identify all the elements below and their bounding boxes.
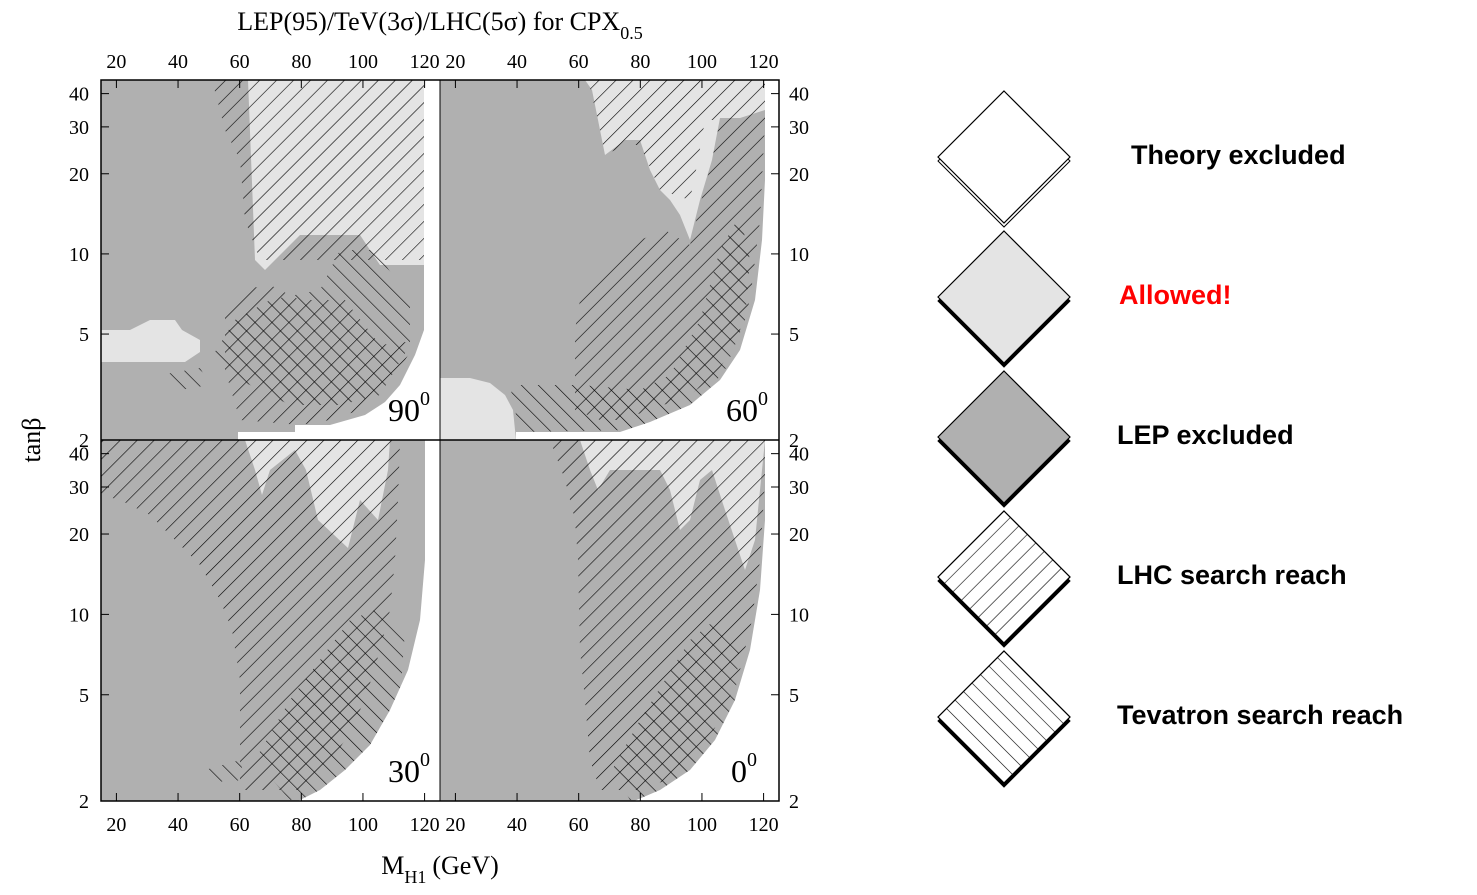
y-tick-label-left: 30 xyxy=(69,477,89,499)
panel-top-left xyxy=(101,80,440,440)
tevatron-reach-region xyxy=(210,250,410,405)
legend-swatch-fill xyxy=(937,230,1071,364)
y-tick-label-right: 40 xyxy=(789,444,809,466)
legend-label: Allowed! xyxy=(1119,280,1232,310)
x-tick-label-top: 40 xyxy=(507,51,527,73)
x-tick-label-bottom: 60 xyxy=(230,814,250,836)
y-tick-label-right: 5 xyxy=(789,324,799,346)
y-tick-label-left: 10 xyxy=(69,604,89,626)
y-tick-label-right: 2 xyxy=(789,791,799,813)
y-tick-label-right: 10 xyxy=(789,604,809,626)
axes: 2020404060608080100100120120202040406060… xyxy=(69,51,809,836)
x-tick-label-top: 100 xyxy=(348,51,378,73)
x-tick-label-top: 120 xyxy=(749,51,779,73)
legend-swatch xyxy=(937,90,1071,228)
legend-swatch xyxy=(937,230,1071,368)
theory-excluded-region xyxy=(298,440,440,801)
y-tick-label-right: 30 xyxy=(789,477,809,499)
legend-swatch-hatch xyxy=(937,650,1071,784)
legend-swatch-fill xyxy=(937,370,1071,504)
x-tick-label-bottom: 100 xyxy=(687,814,717,836)
y-tick-label-right: 30 xyxy=(789,117,809,139)
y-tick-label-left: 40 xyxy=(69,84,89,106)
y-axis-label: tanβ xyxy=(17,418,46,463)
y-tick-label-left: 20 xyxy=(69,164,89,186)
legend-swatch xyxy=(937,510,1071,648)
x-tick-label-bottom: 80 xyxy=(291,814,311,836)
panel-top-right xyxy=(440,80,779,440)
tevatron-reach-region xyxy=(205,760,245,782)
y-tick-label-left: 2 xyxy=(79,791,89,813)
legend-label: LHC search reach xyxy=(1117,560,1347,590)
y-tick-label-left: 20 xyxy=(69,524,89,546)
y-tick-label-left: 5 xyxy=(79,324,89,346)
legend-label: LEP excluded xyxy=(1117,420,1294,450)
x-tick-label-bottom: 80 xyxy=(630,814,650,836)
theory-excluded-region xyxy=(634,440,779,801)
x-tick-label-bottom: 60 xyxy=(569,814,589,836)
x-tick-label-top: 120 xyxy=(410,51,440,73)
y-tick-label-left: 40 xyxy=(69,444,89,466)
legend-swatch-hatch xyxy=(937,510,1071,644)
tevatron-reach-region xyxy=(510,215,750,432)
legend-icons xyxy=(937,90,1071,788)
y-tick-label-left: 10 xyxy=(69,244,89,266)
phase-label-top-right: 600 xyxy=(726,388,768,428)
y-tick-label-right: 5 xyxy=(789,685,799,707)
phase-label-top-left: 900 xyxy=(388,388,430,428)
panel-bottom-left xyxy=(101,440,440,801)
allowed-region xyxy=(101,320,200,362)
y-tick-label-right: 2 xyxy=(789,430,799,452)
phase-label-bottom-left: 300 xyxy=(388,749,430,789)
theory-excluded-region xyxy=(516,80,779,440)
y-tick-label-right: 20 xyxy=(789,164,809,186)
chart-title: LEP(95)/TeV(3σ)/LHC(5σ) for CPX0.5 xyxy=(237,7,642,43)
x-tick-label-bottom: 120 xyxy=(749,814,779,836)
x-tick-label-bottom: 20 xyxy=(445,814,465,836)
panel-bottom-right xyxy=(440,440,779,801)
y-tick-label-right: 10 xyxy=(789,244,809,266)
x-tick-label-top: 60 xyxy=(569,51,589,73)
theory-excluded-region xyxy=(238,80,440,440)
legend-swatch xyxy=(937,650,1071,788)
x-tick-label-top: 60 xyxy=(230,51,250,73)
x-tick-label-top: 20 xyxy=(106,51,126,73)
x-tick-label-top: 100 xyxy=(687,51,717,73)
legend-label: Theory excluded xyxy=(1131,140,1346,170)
y-tick-label-right: 40 xyxy=(789,84,809,106)
x-tick-label-top: 40 xyxy=(168,51,188,73)
y-tick-label-right: 20 xyxy=(789,524,809,546)
x-tick-label-bottom: 100 xyxy=(348,814,378,836)
x-tick-label-top: 80 xyxy=(291,51,311,73)
x-tick-label-bottom: 20 xyxy=(106,814,126,836)
allowed-region xyxy=(440,378,516,440)
y-tick-label-left: 5 xyxy=(79,685,89,707)
tevatron-reach-region xyxy=(612,620,740,800)
legend-label: Tevatron search reach xyxy=(1117,700,1404,730)
x-axis-label: MH1 (GeV) xyxy=(381,851,499,887)
legend-swatch xyxy=(937,370,1071,508)
y-tick-label-left: 30 xyxy=(69,117,89,139)
legend-swatch-fill xyxy=(937,90,1071,224)
x-tick-label-top: 80 xyxy=(630,51,650,73)
x-tick-label-bottom: 40 xyxy=(168,814,188,836)
y-tick-label-left: 2 xyxy=(79,430,89,452)
phase-labels: 900 600 300 00 xyxy=(388,388,768,789)
tevatron-reach-region xyxy=(160,368,210,390)
x-tick-label-top: 20 xyxy=(445,51,465,73)
phase-label-bottom-right: 00 xyxy=(731,749,757,789)
x-tick-label-bottom: 40 xyxy=(507,814,527,836)
x-tick-label-bottom: 120 xyxy=(410,814,440,836)
